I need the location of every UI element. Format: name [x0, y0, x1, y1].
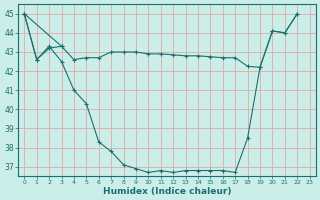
X-axis label: Humidex (Indice chaleur): Humidex (Indice chaleur)	[103, 187, 231, 196]
